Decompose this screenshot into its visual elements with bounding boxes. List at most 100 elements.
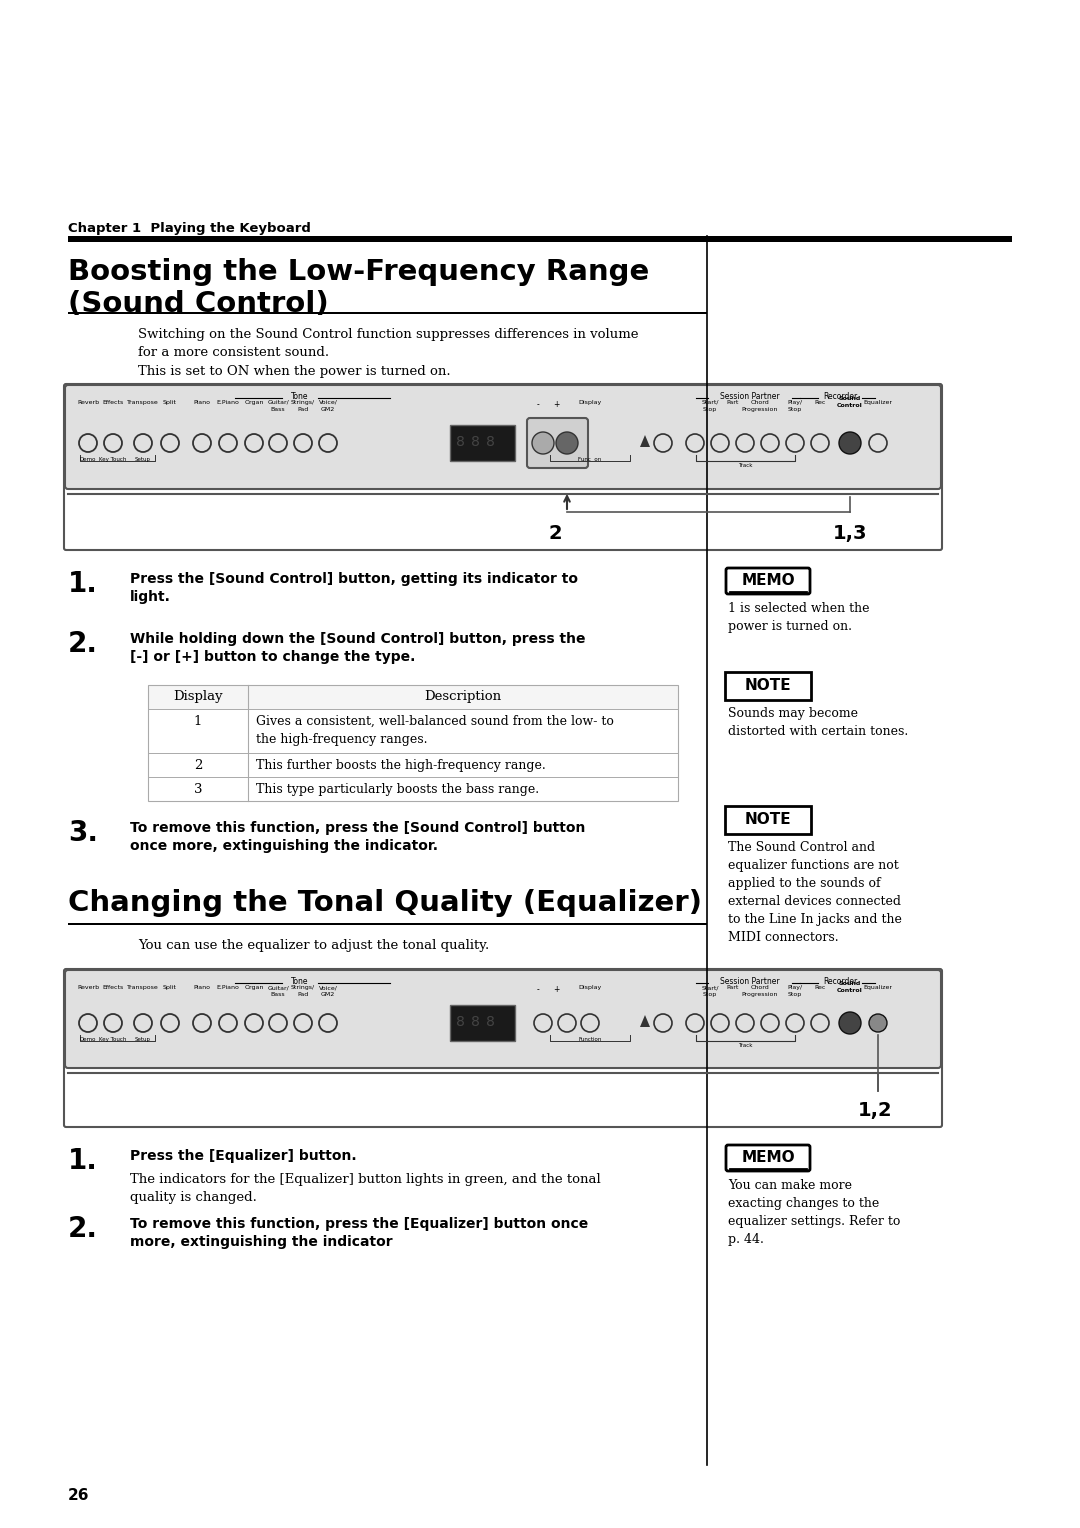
Text: Transpose: Transpose: [127, 400, 159, 405]
Text: Session Partner: Session Partner: [720, 393, 780, 400]
Text: 8: 8: [486, 1015, 495, 1028]
Text: 8: 8: [456, 1015, 464, 1028]
Circle shape: [556, 432, 578, 454]
Text: NOTE: NOTE: [745, 678, 792, 694]
Text: Start/
Stop: Start/ Stop: [701, 986, 719, 996]
Text: Press the [Equalizer] button.: Press the [Equalizer] button.: [130, 1149, 356, 1163]
Text: Setup: Setup: [135, 457, 151, 461]
Text: Display: Display: [579, 986, 602, 990]
Text: MEMO: MEMO: [741, 1151, 795, 1164]
Text: 1.: 1.: [68, 570, 98, 597]
Text: Reverb: Reverb: [77, 400, 99, 405]
Text: 2.: 2.: [68, 1215, 98, 1242]
Text: Play/
Stop: Play/ Stop: [787, 986, 802, 996]
Text: Sound
Control: Sound Control: [837, 396, 863, 408]
Text: Effects: Effects: [103, 400, 123, 405]
FancyBboxPatch shape: [65, 970, 941, 1068]
Text: Switching on the Sound Control function suppresses differences in volume
for a m: Switching on the Sound Control function …: [138, 329, 638, 359]
Text: E.Piano: E.Piano: [217, 400, 240, 405]
FancyBboxPatch shape: [726, 1144, 810, 1170]
Text: -      +: - +: [537, 986, 561, 995]
Text: Play/
Stop: Play/ Stop: [787, 400, 802, 411]
Text: The indicators for the [Equalizer] button lights in green, and the tonal
quality: The indicators for the [Equalizer] butto…: [130, 1174, 600, 1204]
Bar: [450, 425, 515, 461]
Text: Transpose: Transpose: [127, 986, 159, 990]
Text: To remove this function, press the [Equalizer] button once
more, extinguishing t: To remove this function, press the [Equa…: [130, 1216, 589, 1250]
Text: Voice/
GM2: Voice/ GM2: [319, 986, 337, 996]
Text: Display: Display: [173, 691, 222, 703]
Text: Sounds may become
distorted with certain tones.: Sounds may become distorted with certain…: [728, 707, 908, 738]
Text: 1,2: 1,2: [858, 1102, 893, 1120]
Text: The Sound Control and
equalizer functions are not
applied to the sounds of
exter: The Sound Control and equalizer function…: [728, 840, 902, 944]
Text: Guitar/
Bass: Guitar/ Bass: [267, 400, 288, 411]
Text: Organ: Organ: [244, 400, 264, 405]
Text: E.Piano: E.Piano: [217, 986, 240, 990]
FancyBboxPatch shape: [725, 805, 811, 834]
Text: Key Touch: Key Touch: [99, 1038, 126, 1042]
Text: Recorder: Recorder: [823, 976, 858, 986]
Circle shape: [839, 1012, 861, 1034]
Text: 3: 3: [193, 782, 202, 796]
Text: 8: 8: [471, 1015, 480, 1028]
Text: Description: Description: [424, 691, 501, 703]
FancyBboxPatch shape: [725, 672, 811, 700]
Text: (Sound Control): (Sound Control): [68, 290, 328, 318]
Text: Organ: Organ: [244, 986, 264, 990]
Text: While holding down the [Sound Control] button, press the
[-] or [+] button to ch: While holding down the [Sound Control] b…: [130, 633, 585, 665]
Text: Rec: Rec: [814, 400, 826, 405]
Text: MEMO: MEMO: [741, 573, 795, 588]
Text: Start/
Stop: Start/ Stop: [701, 400, 719, 411]
Bar: [68, 235, 1012, 241]
Bar: [68, 923, 707, 924]
Text: Display: Display: [579, 400, 602, 405]
Text: -      +: - +: [537, 400, 561, 410]
Text: Session Partner: Session Partner: [720, 976, 780, 986]
Bar: [450, 1005, 515, 1041]
Text: Chord
Progression: Chord Progression: [742, 986, 779, 996]
Text: Key Touch: Key Touch: [99, 457, 126, 461]
Polygon shape: [640, 435, 650, 448]
Text: 1: 1: [193, 715, 202, 727]
Text: Changing the Tonal Quality (Equalizer): Changing the Tonal Quality (Equalizer): [68, 889, 702, 917]
Text: To remove this function, press the [Sound Control] button
once more, extinguishi: To remove this function, press the [Soun…: [130, 821, 585, 854]
Text: 1 is selected when the
power is turned on.: 1 is selected when the power is turned o…: [728, 602, 869, 633]
Text: 3.: 3.: [68, 819, 98, 847]
Text: This type particularly boosts the bass range.: This type particularly boosts the bass r…: [256, 782, 539, 796]
Text: 8: 8: [471, 435, 480, 449]
Bar: [148, 685, 678, 801]
Text: Split: Split: [163, 400, 177, 405]
Text: Equalizer: Equalizer: [864, 986, 892, 990]
Text: Gives a consistent, well-balanced sound from the low- to
the high-frequency rang: Gives a consistent, well-balanced sound …: [256, 715, 613, 746]
Text: Chord
Progression: Chord Progression: [742, 400, 779, 411]
Text: Tone: Tone: [292, 976, 309, 986]
Text: This further boosts the high-frequency range.: This further boosts the high-frequency r…: [256, 759, 545, 772]
Text: Guitar/
Bass: Guitar/ Bass: [267, 986, 288, 996]
Text: Chapter 1  Playing the Keyboard: Chapter 1 Playing the Keyboard: [68, 222, 311, 235]
Text: Part: Part: [727, 400, 739, 405]
Text: Tone: Tone: [292, 393, 309, 400]
Text: 2: 2: [193, 759, 202, 772]
Text: Function: Function: [578, 1038, 602, 1042]
FancyBboxPatch shape: [65, 385, 941, 489]
Text: Demo: Demo: [80, 1038, 96, 1042]
Text: Sound
Control: Sound Control: [837, 981, 863, 993]
Text: Part: Part: [727, 986, 739, 990]
Text: 8: 8: [456, 435, 464, 449]
Bar: [148, 685, 678, 709]
Text: 2: 2: [548, 524, 562, 542]
Text: 1.: 1.: [68, 1148, 98, 1175]
Text: This is set to ON when the power is turned on.: This is set to ON when the power is turn…: [138, 365, 450, 377]
FancyBboxPatch shape: [527, 419, 588, 468]
Bar: [68, 312, 707, 313]
Text: Reverb: Reverb: [77, 986, 99, 990]
FancyBboxPatch shape: [726, 568, 810, 594]
Text: Voice/
GM2: Voice/ GM2: [319, 400, 337, 411]
Circle shape: [869, 1015, 887, 1031]
Text: Track: Track: [738, 463, 753, 468]
Text: Equalizer: Equalizer: [864, 400, 892, 405]
Text: Effects: Effects: [103, 986, 123, 990]
Text: Strings/
Pad: Strings/ Pad: [291, 986, 315, 996]
Text: Strings/
Pad: Strings/ Pad: [291, 400, 315, 411]
Circle shape: [532, 432, 554, 454]
Text: Press the [Sound Control] button, getting its indicator to
light.: Press the [Sound Control] button, gettin…: [130, 571, 578, 605]
